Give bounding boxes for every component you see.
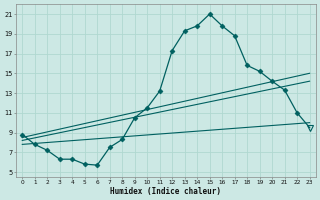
X-axis label: Humidex (Indice chaleur): Humidex (Indice chaleur) xyxy=(110,187,221,196)
